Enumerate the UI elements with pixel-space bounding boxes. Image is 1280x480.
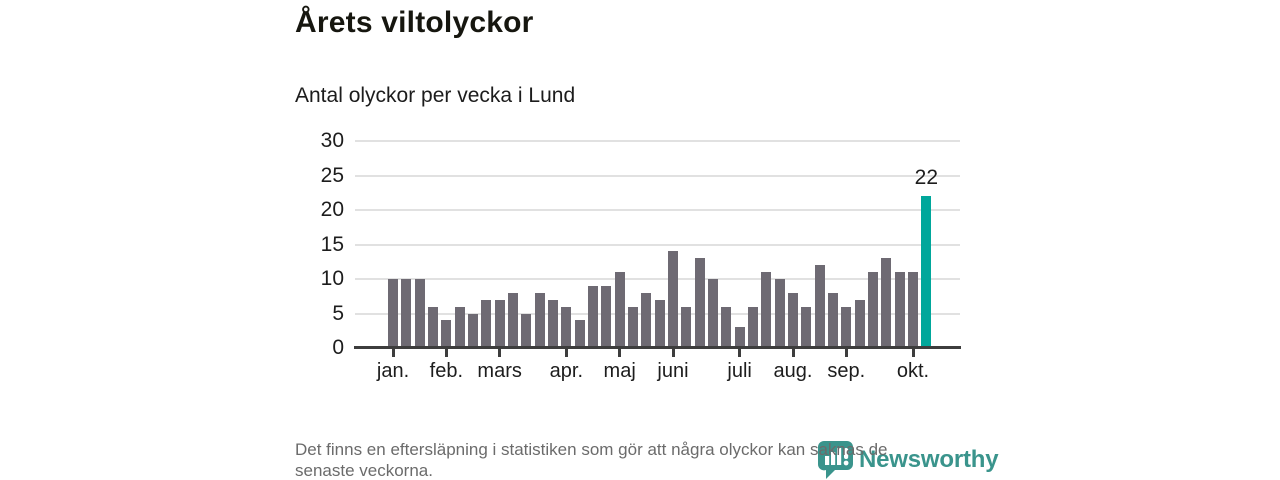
x-axis-month-label: mars (477, 360, 522, 382)
bar (414, 279, 425, 348)
footnote-line-2: senaste veckorna. (295, 460, 433, 480)
bar (601, 285, 612, 348)
chart-subtitle: Antal olyckor per vecka i Lund (295, 84, 576, 107)
bar (428, 306, 438, 348)
x-axis-tick (498, 349, 502, 357)
x-axis-tick (391, 349, 395, 357)
bar (868, 272, 878, 348)
bar (548, 299, 558, 348)
bar (454, 306, 465, 348)
bar (854, 299, 865, 348)
bar (761, 272, 772, 348)
x-axis-line (354, 346, 961, 349)
gridline (355, 174, 960, 177)
bar (814, 265, 825, 348)
x-axis-month-label: aug. (773, 360, 813, 382)
bar (788, 292, 798, 348)
newsworthy-logo-text: Newsworthy (859, 445, 999, 473)
highlight-value-label: 22 (914, 166, 938, 190)
x-axis-month-label: apr. (549, 360, 583, 382)
bar (508, 292, 518, 348)
bar (881, 258, 892, 348)
bar (668, 251, 678, 348)
bar (721, 306, 732, 348)
bar (614, 272, 625, 348)
bar (494, 299, 505, 348)
bar (908, 272, 918, 348)
bar-highlighted (921, 196, 932, 348)
x-axis-tick (844, 349, 848, 357)
bar (561, 306, 572, 348)
bar (694, 258, 705, 348)
bar (574, 320, 585, 348)
y-axis-tick-label: 10 (320, 267, 344, 290)
newsworthy-logo: Newsworthy (817, 440, 999, 479)
x-axis-tick (791, 349, 795, 357)
bar (841, 306, 852, 348)
x-axis-tick (564, 349, 568, 357)
gridline (355, 140, 960, 142)
x-axis-month-label: jan. (376, 360, 410, 382)
bar (681, 306, 692, 348)
bar (481, 299, 492, 348)
x-axis-month-label: okt. (896, 360, 930, 382)
bar (388, 279, 398, 348)
y-axis-tick-label: 15 (320, 232, 344, 256)
bar (894, 272, 905, 348)
bar (588, 285, 598, 348)
bar (521, 313, 532, 348)
bar (748, 306, 758, 348)
x-axis-tick (671, 349, 675, 357)
x-axis-month-label: maj (603, 360, 636, 382)
bar (734, 327, 745, 348)
x-axis-tick (444, 349, 448, 357)
chart-title: Årets viltolyckor (295, 6, 534, 39)
bar (708, 279, 718, 348)
x-axis-month-label: juni (657, 360, 689, 382)
newsworthy-logo-icon (817, 441, 853, 479)
footnote-line-1: Det finns en eftersläpning i statistiken… (295, 440, 888, 459)
y-axis-tick-label: 25 (320, 163, 344, 187)
x-axis-month-label: juli (727, 360, 752, 382)
bar (468, 313, 478, 348)
gridline (355, 278, 960, 280)
y-axis-tick-label: 5 (332, 301, 344, 325)
bar (654, 299, 665, 348)
gridline (355, 209, 960, 211)
y-axis-tick-label: 20 (320, 198, 344, 221)
bar (801, 306, 812, 348)
bar (828, 292, 838, 348)
x-axis-month-label: sep. (827, 360, 866, 382)
bar (641, 292, 652, 348)
y-axis-tick-label: 0 (332, 336, 344, 359)
x-axis-tick (911, 349, 915, 357)
x-axis-month-label: feb. (429, 360, 463, 382)
bar (628, 306, 638, 348)
bar (774, 279, 785, 348)
x-axis-tick (618, 349, 622, 357)
bar (534, 292, 545, 348)
gridline (355, 243, 960, 246)
x-axis-tick (738, 349, 742, 357)
y-axis-tick-label: 30 (320, 129, 344, 152)
bar (441, 320, 452, 348)
bar (401, 279, 412, 348)
footnote: Det finns en eftersläpning i statistiken… (295, 440, 887, 480)
